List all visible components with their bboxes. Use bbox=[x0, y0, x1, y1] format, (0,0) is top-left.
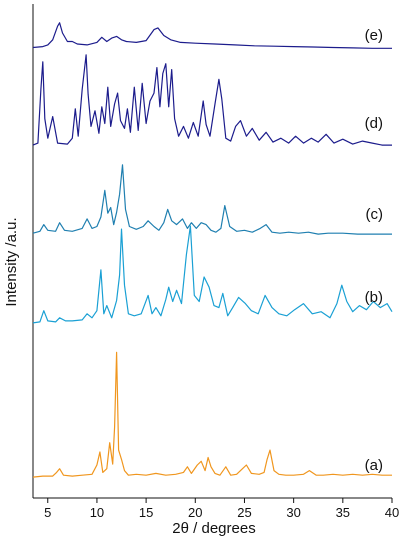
y-axis-title: Intensity /a.u. bbox=[3, 217, 20, 306]
x-ticks-layer: 5 10 15 20 25 30 35 40 bbox=[44, 498, 399, 520]
x-tick-label: 5 bbox=[44, 505, 51, 520]
series-label-d: (d) bbox=[365, 115, 383, 132]
x-tick-label: 40 bbox=[385, 505, 399, 520]
x-tick-label: 10 bbox=[90, 505, 104, 520]
x-tick-label: 30 bbox=[286, 505, 300, 520]
plot-frame bbox=[32, 4, 392, 499]
series-line-c bbox=[32, 164, 392, 235]
series-label-a: (a) bbox=[365, 457, 383, 474]
x-axis-title: 2θ / degrees bbox=[172, 520, 255, 537]
series-line-e bbox=[32, 22, 392, 49]
series-line-d bbox=[32, 54, 392, 146]
x-tick-label: 25 bbox=[237, 505, 251, 520]
series-label-b: (b) bbox=[365, 289, 383, 306]
x-tick-label: 15 bbox=[139, 505, 153, 520]
series-line-a bbox=[32, 351, 392, 478]
series-label-e: (e) bbox=[365, 27, 383, 44]
x-tick-label: 35 bbox=[336, 505, 350, 520]
series-line-b bbox=[32, 225, 393, 324]
curves-layer bbox=[32, 22, 393, 478]
curve-labels-layer: (e) (d) (c) (b) (a) bbox=[365, 27, 383, 474]
x-tick-label: 20 bbox=[188, 505, 202, 520]
series-label-c: (c) bbox=[366, 206, 384, 223]
